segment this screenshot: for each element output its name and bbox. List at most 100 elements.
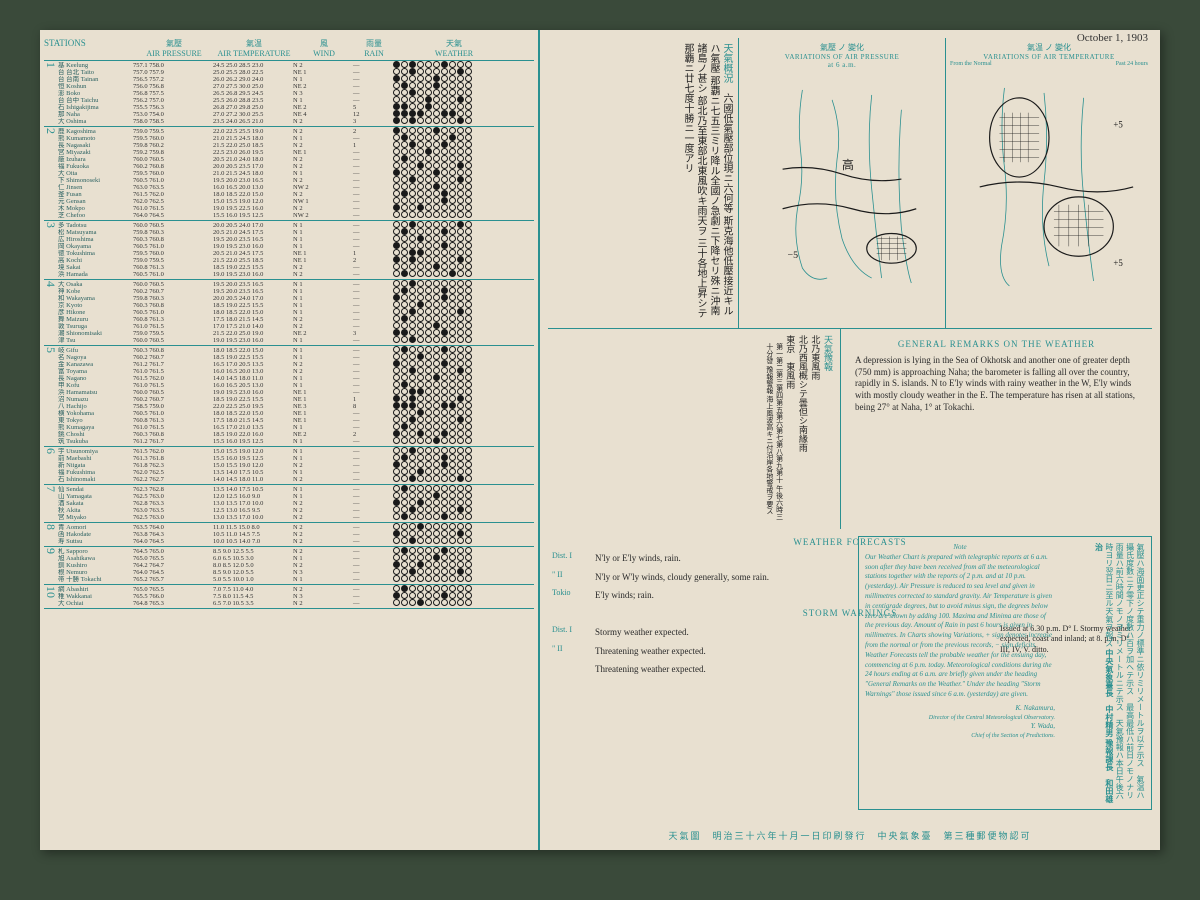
station-row: 帯 十勝 Tokachi765.2 765.75.0 5.5 10.0 1.0N… bbox=[58, 576, 503, 583]
station-name: 石 Ishinomaki bbox=[58, 476, 133, 483]
station-group: 8青 Aomori763.5 764.011.0 11.5 15.0 8.0N … bbox=[44, 523, 534, 547]
temp-map: 氣温 ノ 變化 VARIATIONS OF AIR TEMPERATURE Fr… bbox=[945, 38, 1152, 328]
hdr-stations: STATIONS bbox=[44, 38, 134, 58]
station-weather bbox=[393, 513, 503, 522]
station-rain: — bbox=[353, 337, 393, 344]
station-temp: 6.5 7.0 10.5 3.5 bbox=[213, 600, 293, 607]
svg-text:−5: −5 bbox=[788, 250, 799, 261]
station-weather bbox=[393, 117, 503, 126]
station-row: 大 Oshima758.0 758.523.5 24.0 26.5 21.0N … bbox=[58, 118, 503, 125]
station-pressure: 764.0 764.5 bbox=[133, 538, 213, 545]
station-row: 宮 Miyako762.5 763.013.0 13.5 17.0 10.0N … bbox=[58, 514, 503, 521]
station-weather bbox=[393, 475, 503, 484]
station-name: 大 Ochiai bbox=[58, 600, 133, 607]
remarks-title: GENERAL REMARKS ON THE WEATHER bbox=[847, 339, 1146, 349]
station-wind: N 2 bbox=[293, 476, 353, 483]
group-number: 2 bbox=[44, 128, 58, 134]
station-name: 芝 Chefoo bbox=[58, 212, 133, 219]
station-name: 津 Tsu bbox=[58, 337, 133, 344]
right-panel: 天氣概況 六國低氣壓部位現ニ六何等 斯克海他低壓接近キルハ氣壓 那覇ニ七五三ミリ… bbox=[540, 30, 1160, 850]
notes-jp: 氣壓ハ海面更正シテ重力ノ標準ニ依リミリメートルヲ以テ示ス 氣温ハ攝氏度數ニテ零下… bbox=[1055, 543, 1145, 803]
pressure-map: 氣壓 ノ 變化 VARIATIONS OF AIR PRESSURE at 6 … bbox=[738, 38, 945, 328]
hdr-wind: 風 WIND bbox=[294, 38, 354, 58]
hdr-pressure: 氣壓 AIR PRESSURE bbox=[134, 38, 214, 58]
station-group: 1基 Keelung757.1 758.024.5 25.0 28.5 23.0… bbox=[44, 61, 534, 127]
station-wind: N 2 bbox=[293, 271, 353, 278]
station-group: 6宇 Utsunomiya761.5 762.015.0 15.5 19.0 1… bbox=[44, 447, 534, 485]
station-temp: 14.0 14.5 18.0 11.0 bbox=[213, 476, 293, 483]
group-number: 7 bbox=[44, 486, 58, 492]
station-rain: — bbox=[353, 476, 393, 483]
group-number: 3 bbox=[44, 222, 58, 228]
hdr-weather: 天氣 WEATHER bbox=[394, 38, 514, 58]
station-pressure: 762.5 763.0 bbox=[133, 514, 213, 521]
station-rain: — bbox=[353, 538, 393, 545]
hdr-rain: 雨量 RAIN bbox=[354, 38, 394, 58]
table-header-row: STATIONS 氣壓 AIR PRESSURE 氣温 AIR TEMPERAT… bbox=[44, 38, 534, 61]
station-rain: — bbox=[353, 212, 393, 219]
stations-table: STATIONS 氣壓 AIR PRESSURE 氣温 AIR TEMPERAT… bbox=[40, 30, 540, 850]
station-rain: — bbox=[353, 271, 393, 278]
station-wind: N 2 bbox=[293, 600, 353, 607]
station-group: 3多 Tadotsu760.0 760.520.0 20.5 24.0 17.0… bbox=[44, 221, 534, 280]
groups-container: 1基 Keelung757.1 758.024.5 25.0 28.5 23.0… bbox=[44, 61, 534, 609]
group-number: 6 bbox=[44, 448, 58, 454]
station-pressure: 765.2 765.7 bbox=[133, 576, 213, 583]
station-temp: 15.5 16.0 19.5 12.5 bbox=[213, 212, 293, 219]
station-weather bbox=[393, 537, 503, 546]
station-name: 浜 Hamada bbox=[58, 271, 133, 278]
station-group: 9札 Sapporo764.5 765.08.5 9.0 12.5 5.5N 2… bbox=[44, 547, 534, 585]
station-rain: — bbox=[353, 600, 393, 607]
station-weather bbox=[393, 437, 503, 446]
station-wind: N 1 bbox=[293, 576, 353, 583]
group-number: 8 bbox=[44, 524, 58, 530]
station-temp: 23.5 24.0 26.5 21.0 bbox=[213, 118, 293, 125]
station-row: 筑 Tsukuba761.2 761.715.5 16.0 19.5 12.5N… bbox=[58, 438, 503, 445]
station-weather bbox=[393, 575, 503, 584]
station-wind: N 1 bbox=[293, 337, 353, 344]
weather-sheet: October 1, 1903 STATIONS 氣壓 AIR PRESSURE… bbox=[40, 30, 1160, 850]
group-number: 1 bbox=[44, 62, 58, 68]
station-temp: 15.5 16.0 19.5 12.5 bbox=[213, 438, 293, 445]
mid-section: 天氣豫報 北乃東風雨 北乃西風概シテ曇但シ南緣雨 東京 東風雨 第一第二第三第四… bbox=[548, 329, 1152, 529]
station-temp: 10.0 10.5 14.0 7.0 bbox=[213, 538, 293, 545]
station-temp: 13.0 13.5 17.0 10.0 bbox=[213, 514, 293, 521]
group-number: 10 bbox=[44, 586, 58, 598]
group-number: 5 bbox=[44, 347, 58, 353]
station-pressure: 762.2 762.7 bbox=[133, 476, 213, 483]
station-weather bbox=[393, 599, 503, 608]
station-temp: 19.0 19.5 23.0 16.0 bbox=[213, 337, 293, 344]
station-row: 大 Ochiai764.8 765.36.5 7.0 10.5 3.5N 2— bbox=[58, 600, 503, 607]
notes-box: Note Our Weather Chart is prepared with … bbox=[858, 536, 1152, 810]
hdr-temp: 氣温 AIR TEMPERATURE bbox=[214, 38, 294, 58]
group-number: 4 bbox=[44, 281, 58, 287]
station-name: 大 Oshima bbox=[58, 118, 133, 125]
station-pressure: 764.8 765.3 bbox=[133, 600, 213, 607]
svg-text:+5: +5 bbox=[1113, 258, 1123, 268]
station-row: 浜 Hamada760.5 761.019.0 19.5 23.0 16.0N … bbox=[58, 271, 503, 278]
station-name: 筑 Tsukuba bbox=[58, 438, 133, 445]
jp-overview: 天氣概況 六國低氣壓部位現ニ六何等 斯克海他低壓接近キルハ氣壓 那覇ニ七五三ミリ… bbox=[548, 38, 738, 328]
station-row: 芝 Chefoo764.0 764.515.5 16.0 19.5 12.5NW… bbox=[58, 212, 503, 219]
station-temp: 19.0 19.5 23.0 16.0 bbox=[213, 271, 293, 278]
station-group: 7仙 Sendai762.3 762.813.5 14.0 17.5 10.5N… bbox=[44, 485, 534, 523]
svg-text:+5: +5 bbox=[1113, 120, 1123, 130]
notes-en: Note Our Weather Chart is prepared with … bbox=[865, 543, 1055, 803]
station-name: 宮 Miyako bbox=[58, 514, 133, 521]
top-row: 天氣概況 六國低氣壓部位現ニ六何等 斯克海他低壓接近キルハ氣壓 那覇ニ七五三ミリ… bbox=[548, 38, 1152, 329]
station-rain: — bbox=[353, 438, 393, 445]
station-weather bbox=[393, 336, 503, 345]
station-temp: 5.0 5.5 10.0 1.0 bbox=[213, 576, 293, 583]
station-name: 寿 Suttsu bbox=[58, 538, 133, 545]
station-wind: N 2 bbox=[293, 514, 353, 521]
station-pressure: 760.0 760.5 bbox=[133, 337, 213, 344]
station-row: 石 Ishinomaki762.2 762.714.0 14.5 18.0 11… bbox=[58, 476, 503, 483]
station-wind: NW 2 bbox=[293, 212, 353, 219]
station-pressure: 764.0 764.5 bbox=[133, 212, 213, 219]
station-weather bbox=[393, 211, 503, 220]
station-pressure: 758.0 758.5 bbox=[133, 118, 213, 125]
station-rain: — bbox=[353, 514, 393, 521]
station-wind: N 2 bbox=[293, 538, 353, 545]
station-group: 5岐 Gifu760.3 760.818.0 18.5 22.0 15.0N 1… bbox=[44, 346, 534, 447]
station-group: 10網 Abashiri765.0 765.57.0 7.5 11.0 4.0N… bbox=[44, 585, 534, 609]
